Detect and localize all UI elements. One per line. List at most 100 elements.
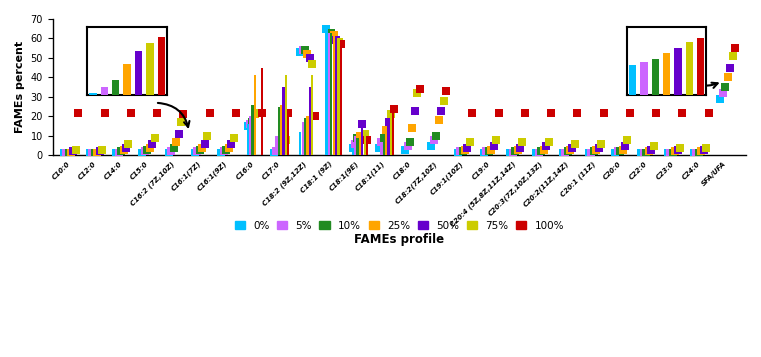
- Point: [272, 149, 285, 154]
- Point: [648, 143, 660, 149]
- Point: [151, 110, 164, 115]
- Point: [702, 110, 715, 115]
- Point: [690, 151, 702, 156]
- Point: [516, 139, 528, 145]
- Point: [533, 151, 545, 156]
- Bar: [261, 68, 263, 155]
- Point: [511, 147, 524, 152]
- Point: [146, 141, 158, 146]
- Point: [65, 151, 77, 156]
- Point: [583, 151, 595, 156]
- Bar: [383, 138, 385, 155]
- Point: [346, 145, 358, 150]
- Point: [218, 149, 230, 154]
- Point: [244, 121, 256, 127]
- Point: [667, 151, 679, 156]
- Bar: [247, 124, 249, 155]
- Bar: [337, 40, 339, 155]
- Point: [177, 112, 189, 117]
- Point: [167, 145, 180, 150]
- Point: [196, 145, 209, 150]
- Point: [714, 96, 726, 102]
- Point: [352, 135, 364, 141]
- Point: [241, 123, 253, 129]
- Point: [268, 151, 280, 156]
- Point: [306, 61, 318, 67]
- Point: [727, 53, 739, 59]
- Point: [721, 75, 734, 80]
- Point: [519, 110, 531, 115]
- Legend: 0%, 5%, 10%, 25%, 50%, 75%, 100%: 0%, 5%, 10%, 25%, 50%, 75%, 100%: [231, 216, 568, 235]
- Point: [564, 147, 576, 152]
- Point: [507, 151, 519, 156]
- Point: [110, 151, 123, 156]
- Bar: [352, 147, 354, 155]
- Point: [84, 151, 96, 156]
- Point: [399, 147, 411, 152]
- Point: [492, 110, 505, 115]
- Point: [356, 121, 368, 127]
- Point: [486, 147, 498, 152]
- Bar: [359, 136, 361, 155]
- Point: [538, 147, 550, 152]
- Point: [530, 151, 543, 156]
- Point: [361, 137, 374, 143]
- Point: [220, 147, 232, 152]
- Point: [68, 149, 80, 154]
- Point: [327, 32, 339, 37]
- Point: [669, 149, 681, 154]
- Point: [595, 141, 607, 146]
- Bar: [356, 138, 358, 155]
- Bar: [280, 105, 282, 155]
- Point: [409, 108, 421, 114]
- Point: [123, 141, 135, 146]
- Point: [320, 26, 333, 32]
- Point: [142, 147, 154, 152]
- Point: [402, 143, 414, 149]
- Point: [461, 145, 473, 150]
- Bar: [326, 29, 328, 155]
- Bar: [333, 35, 335, 155]
- Point: [609, 151, 621, 156]
- Point: [478, 151, 490, 156]
- Point: [278, 143, 290, 149]
- Point: [175, 119, 187, 125]
- Bar: [328, 32, 330, 155]
- Point: [282, 110, 295, 115]
- Point: [358, 131, 371, 137]
- Point: [514, 145, 526, 150]
- Point: [480, 149, 492, 154]
- Point: [562, 149, 574, 154]
- Point: [729, 45, 741, 51]
- Point: [457, 149, 469, 154]
- Point: [120, 145, 132, 150]
- Point: [253, 110, 266, 115]
- Point: [572, 110, 584, 115]
- Point: [661, 151, 673, 156]
- Point: [323, 30, 335, 35]
- Point: [545, 110, 557, 115]
- Point: [459, 147, 471, 152]
- Point: [645, 147, 658, 152]
- Point: [191, 149, 203, 154]
- Point: [438, 98, 450, 104]
- Point: [189, 151, 201, 156]
- Bar: [309, 87, 311, 155]
- Point: [309, 114, 321, 119]
- Point: [170, 139, 182, 145]
- Point: [540, 143, 552, 149]
- Point: [163, 151, 175, 156]
- Bar: [390, 115, 392, 155]
- Point: [698, 147, 710, 152]
- Point: [377, 135, 390, 141]
- Point: [404, 139, 416, 145]
- Point: [60, 151, 72, 156]
- Point: [72, 110, 84, 115]
- Point: [425, 143, 438, 149]
- Point: [96, 147, 108, 152]
- Point: [440, 88, 452, 94]
- Point: [280, 137, 292, 143]
- Point: [201, 133, 213, 139]
- Point: [304, 55, 316, 61]
- Point: [144, 145, 156, 150]
